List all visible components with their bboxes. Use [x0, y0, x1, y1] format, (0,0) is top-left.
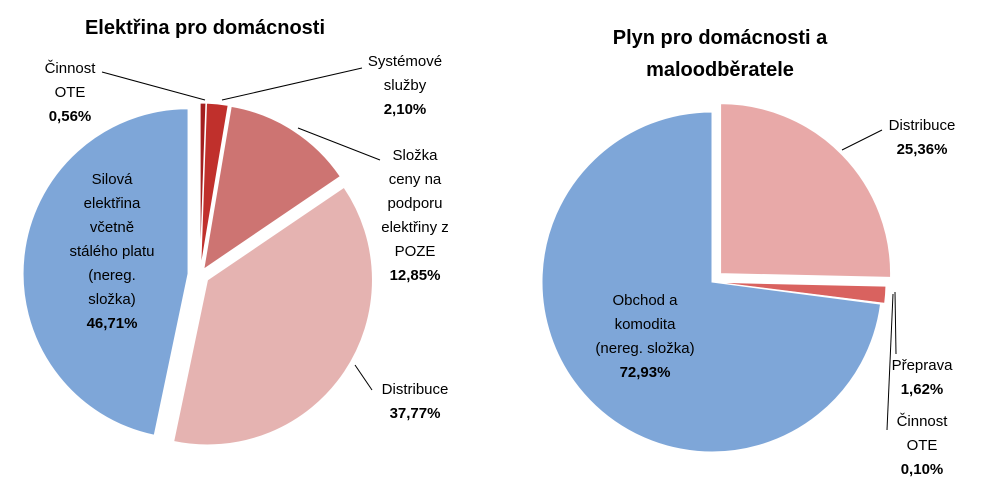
slice-label: Přeprava 1,62% [877, 354, 967, 402]
pie-slice [541, 111, 882, 453]
slice-name: Přeprava [891, 357, 953, 374]
slice-label: Systémové služby 2,10% [360, 50, 450, 122]
slice-label: Distribuce 25,36% [877, 114, 967, 162]
slice-name: Činnost OTE [896, 413, 948, 454]
leader-line [841, 129, 883, 151]
pie-slice [720, 103, 892, 278]
slice-label: Činnost OTE 0,56% [35, 57, 105, 129]
chart-title: Elektřina pro domácnosti [84, 17, 326, 39]
slice-value: 12,85% [389, 267, 441, 284]
pie-slice [203, 105, 342, 271]
leader-line [101, 71, 206, 101]
pie-slice [199, 102, 207, 269]
slice-value: 0,10% [900, 461, 944, 478]
leader-line [221, 67, 363, 101]
slice-value: 1,62% [900, 381, 944, 398]
leader-line [894, 291, 897, 355]
slice-value: 37,77% [389, 405, 441, 422]
pie-slice [22, 108, 189, 436]
pie-slice [173, 186, 373, 446]
slice-value: 46,71% [86, 315, 138, 332]
slice-name: Systémové služby [367, 53, 443, 94]
slice-value: 2,10% [383, 101, 427, 118]
pie-slice [200, 102, 229, 269]
slice-name: Silová elektřina včetně stálého platu (n… [69, 171, 155, 308]
slice-value: 72,93% [619, 364, 671, 381]
slice-value: 0,56% [48, 108, 92, 125]
slice-name: Činnost OTE [44, 60, 96, 101]
leader-line [297, 127, 381, 161]
slice-label: Obchod a komodita (nereg. složka) 72,93% [595, 289, 695, 385]
slice-label: Činnost OTE 0,10% [887, 410, 957, 482]
slice-name: Složka ceny na podporu elektřiny z POZE [381, 147, 449, 260]
chart-title: Plyn pro domácnosti a maloodběratele [612, 27, 828, 81]
slice-value: 25,36% [896, 141, 948, 158]
slice-name: Obchod a komodita (nereg. složka) [595, 292, 695, 357]
leader-line [886, 293, 894, 431]
slice-name: Distribuce [381, 381, 449, 398]
slice-label: Silová elektřina včetně stálého platu (n… [67, 168, 157, 336]
slice-label: Složka ceny na podporu elektřiny z POZE 1… [379, 144, 451, 288]
slice-label: Distribuce 37,77% [370, 378, 460, 426]
slice-name: Distribuce [888, 117, 956, 134]
leader-line [354, 364, 373, 391]
